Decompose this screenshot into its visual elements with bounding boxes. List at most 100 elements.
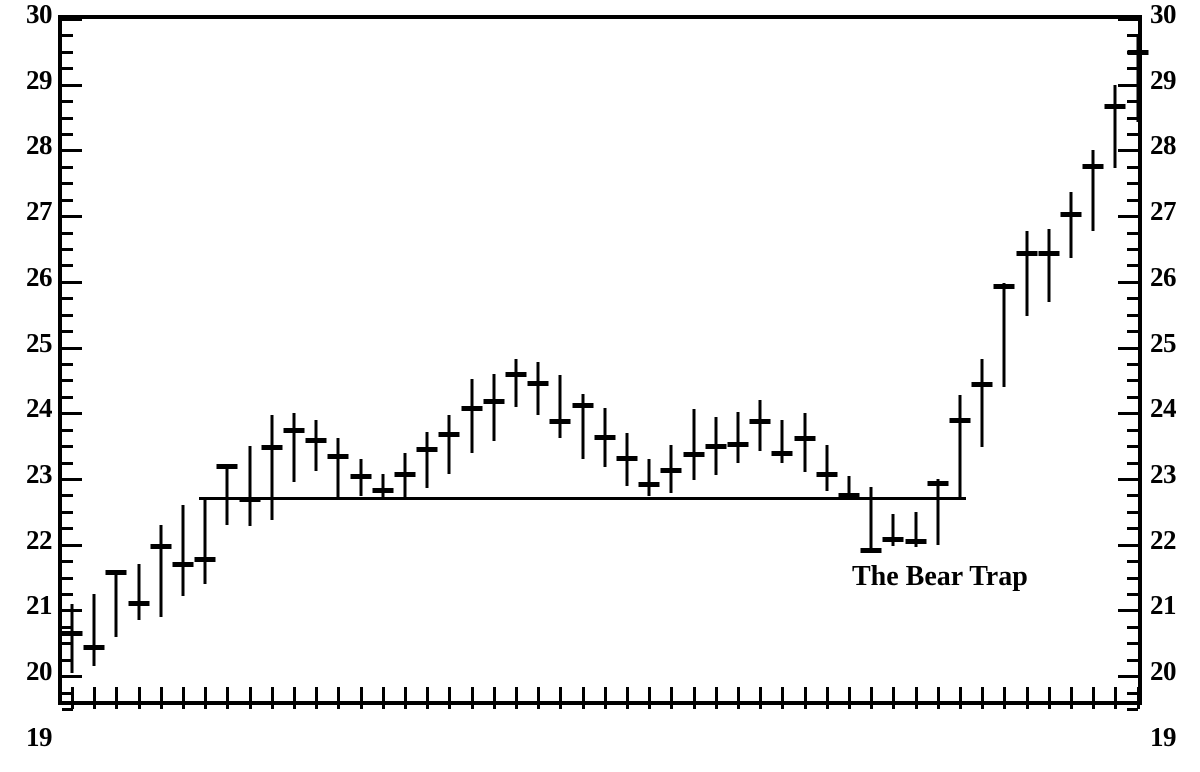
y-tick-minor [62,379,73,383]
bar-close-tick [660,467,682,473]
x-tick [159,687,163,709]
bar-close-tick [549,419,571,425]
bar-high-low-wick [270,414,274,520]
bar-close-tick [616,455,638,461]
bar-close-tick [194,557,216,563]
table-row [660,19,682,709]
y-axis-left-label: 28 [26,130,53,161]
y-tick-major [62,543,82,547]
x-tick [648,687,652,709]
y-axis-right-label: 30 [1150,0,1177,29]
x-tick [936,687,940,709]
y-tick-minor [1127,264,1138,268]
bar-close-tick [150,544,172,550]
bar-close-tick [216,463,238,469]
table-row [971,19,993,709]
y-axis-right-label: 22 [1150,524,1177,555]
y-tick-major [1118,215,1138,219]
y-tick-minor [1127,625,1138,629]
y-axis-left-label: 25 [26,327,53,358]
bar-close-tick [838,492,860,498]
bar-high-low-wick [137,564,141,621]
y-tick-major [62,675,82,679]
x-tick [337,687,341,709]
bar-high-low-wick [1091,150,1095,231]
y-tick-minor [1127,642,1138,646]
x-tick [1047,687,1051,709]
y-tick-minor [1127,560,1138,564]
y-tick-minor [62,231,73,235]
y-tick-minor [62,461,73,465]
bar-high-low-wick [891,514,895,547]
bar-close-tick [1038,250,1060,256]
table-row [838,19,860,709]
y-tick-minor [62,198,73,202]
x-tick [248,687,252,709]
bar-close-tick [794,436,816,442]
bar-high-low-wick [803,413,807,473]
bar-close-tick [372,487,394,493]
y-axis-left-label: 24 [26,393,53,424]
x-tick [603,687,607,709]
x-tick [670,687,674,709]
y-axis-right-label: 20 [1150,656,1177,687]
bar-close-tick [993,283,1015,289]
table-row [61,19,83,709]
y-tick-minor [62,248,73,251]
x-tick [293,687,296,709]
bar-close-tick [416,446,438,452]
table-row [816,19,838,709]
y-tick-major [1118,18,1138,21]
bar-high-low-wick [1069,192,1073,259]
x-tick [1070,687,1073,709]
y-tick-major [1118,412,1138,416]
y-axis-left-label: 26 [26,261,53,292]
bar-close-tick [927,480,949,486]
bar-close-tick [505,371,527,377]
table-row [949,19,971,709]
y-tick-minor [62,133,73,136]
bar-close-tick [683,452,705,458]
y-tick-minor [1127,133,1138,136]
y-tick-minor [1127,593,1138,596]
bar-close-tick [527,381,549,387]
table-row [616,19,638,709]
x-tick [492,687,496,709]
table-row [350,19,372,709]
bar-close-tick [905,538,927,544]
y-tick-minor [1127,198,1138,202]
y-axis-left-label: 21 [26,590,53,621]
x-tick [115,687,119,709]
bar-close-tick [105,570,127,576]
x-tick [870,687,874,709]
y-tick-minor [62,560,73,564]
bar-high-low-wick [736,411,740,464]
support-line [199,497,966,501]
x-tick [137,687,141,709]
y-axis-right-label: 27 [1150,196,1177,227]
table-row [749,19,771,709]
x-tick [404,687,407,709]
y-tick-minor [62,116,73,120]
y-tick-minor [62,576,73,580]
y-tick-major [1118,675,1138,679]
y-tick-minor [1127,428,1138,432]
table-row [683,19,705,709]
table-row [261,19,283,709]
x-tick [803,687,807,709]
y-tick-minor [1127,658,1138,662]
table-row [172,19,194,709]
bar-high-low-wick [1047,229,1051,302]
y-axis-left-label: 22 [26,524,53,555]
bar-close-tick [61,631,83,637]
bar-high-low-wick [558,375,562,439]
bar-high-low-wick [381,473,385,499]
table-row [794,19,816,709]
table-row [239,19,261,709]
bear-trap-annotation: The Bear Trap [852,560,1028,592]
y-tick-minor [1127,297,1138,301]
y-tick-major [1118,83,1138,87]
table-row [905,19,927,709]
bar-close-tick [1104,103,1126,109]
x-tick [226,687,230,709]
